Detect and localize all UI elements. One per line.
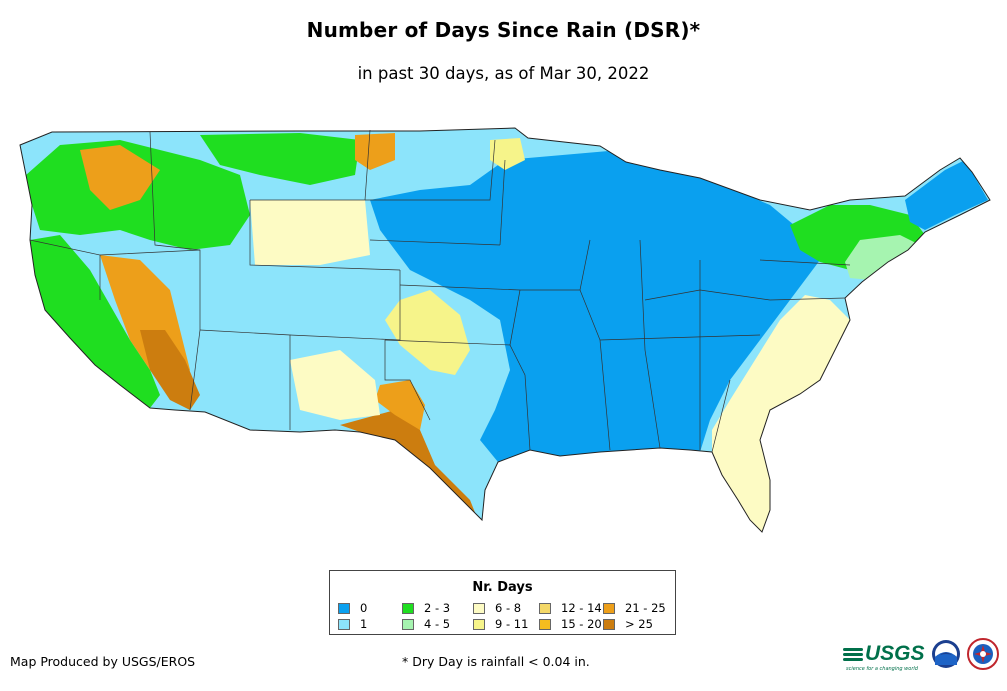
- legend-swatch: [402, 602, 414, 614]
- legend-swatch: [402, 618, 414, 630]
- agency-logos: USGS science for a changing world: [843, 638, 999, 672]
- usgs-wave-icon: [843, 646, 863, 662]
- legend-item-9-11: 9 - 11: [473, 617, 528, 631]
- region-east-zero: [370, 150, 820, 462]
- legend-item-6-8: 6 - 8: [473, 601, 521, 615]
- region-westtexas-brown: [340, 410, 478, 520]
- legend-label: 1: [360, 617, 368, 631]
- legend-item-1: 1: [338, 617, 367, 631]
- legend-item-21-25: 21 - 25: [603, 601, 666, 615]
- legend-swatch: [473, 618, 485, 630]
- map-credit: Map Produced by USGS/EROS: [10, 654, 196, 669]
- region-california-green: [30, 235, 160, 408]
- region-maine-blue: [905, 160, 988, 230]
- usgs-tagline: science for a changing world: [846, 666, 918, 672]
- nws-logo-icon: [966, 638, 999, 670]
- legend-title: Nr. Days: [472, 580, 533, 595]
- legend-label: 4 - 5: [424, 617, 451, 631]
- legend-label: > 25: [625, 617, 653, 631]
- usgs-logo: USGS science for a changing world: [843, 642, 925, 672]
- region-northwest-orange: [80, 145, 160, 210]
- region-northeast-pale: [845, 235, 920, 280]
- map-subtitle: in past 30 days, as of Mar 30, 2022: [357, 64, 650, 83]
- dry-day-footnote: * Dry Day is rainfall < 0.04 in.: [402, 654, 590, 669]
- legend-swatch: [539, 618, 551, 630]
- region-montana-orange: [355, 133, 395, 170]
- region-southwest-brown: [140, 330, 200, 410]
- legend-item-2-3: 2 - 3: [402, 601, 450, 615]
- legend-swatch: [539, 602, 551, 614]
- region-plains-yellow: [385, 290, 470, 375]
- legend-label: 6 - 8: [495, 601, 522, 615]
- region-wyoming-pale: [250, 200, 370, 265]
- legend-item-0: 0: [338, 601, 367, 615]
- region-southeast-dry: [712, 295, 850, 532]
- map-title: Number of Days Since Rain (DSR)*: [306, 18, 701, 42]
- region-newmexico-pale: [290, 350, 380, 420]
- legend-item-12-14: 12 - 14: [539, 601, 602, 615]
- legend-swatch: [603, 602, 615, 614]
- us-dsr-map: [19, 127, 991, 533]
- legend-label: 0: [360, 601, 368, 615]
- region-texas-orange: [375, 380, 425, 430]
- legend-item-gt-25: > 25: [603, 617, 653, 631]
- legend-item-4-5: 4 - 5: [402, 617, 450, 631]
- legend-label: 9 - 11: [495, 617, 529, 631]
- noaa-logo-icon: [931, 640, 960, 668]
- legend-swatch: [338, 618, 350, 630]
- legend-label: 15 - 20: [561, 617, 602, 631]
- legend-swatch: [473, 602, 485, 614]
- legend-label: 2 - 3: [424, 601, 451, 615]
- region-montana-green: [200, 133, 360, 185]
- legend-swatch: [603, 618, 615, 630]
- legend-item-15-20: 15 - 20: [539, 617, 602, 631]
- state-borders: [29, 129, 851, 453]
- region-northcentral-yellow: [490, 138, 525, 170]
- legend-label: 21 - 25: [625, 601, 666, 615]
- legend: Nr. Days 0 1 2 - 3 4 - 5 6 - 8 9 - 11 12…: [329, 570, 676, 635]
- legend-label: 12 - 14: [561, 601, 602, 615]
- legend-swatch: [338, 602, 350, 614]
- us-outline: [19, 127, 991, 533]
- usgs-wordmark: USGS: [865, 642, 925, 665]
